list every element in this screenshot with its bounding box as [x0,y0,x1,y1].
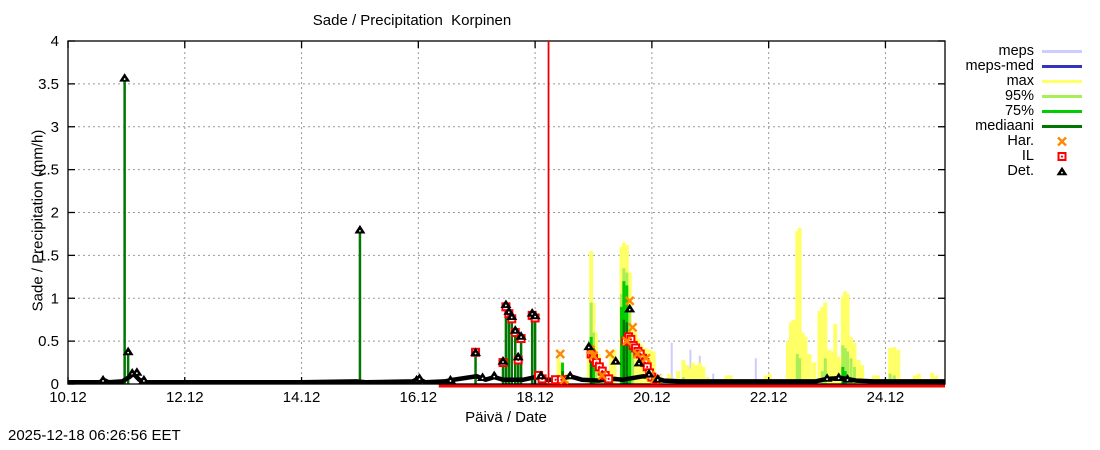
x-tick-label: 22.12 [750,389,788,406]
legend-swatch-line-icon [1034,44,1086,59]
y-tick-label: 0 [51,376,59,393]
y-tick-label: 4 [51,33,59,50]
x-tick-label: 20.12 [633,389,671,406]
x-tick-label: 16.12 [400,389,438,406]
x-tick-label: 12.12 [166,389,204,406]
legend-row-max: max [938,74,1094,89]
x-axis-label: Päivä / Date [465,409,547,426]
legend-row-har-: Har. [938,134,1094,149]
grid-lines [68,41,945,384]
legend-swatch-line-icon [1034,59,1086,74]
axes-border [67,40,946,385]
legend-label: IL [1021,148,1034,164]
legend-label: Har. [1007,133,1034,149]
x-tick-label: 24.12 [867,389,905,406]
y-tick-label: 2.5 [38,162,59,179]
markers-har [555,295,660,385]
series-mediaani [123,77,629,384]
legend-label: Det. [1007,163,1034,179]
legend-row-75-: 75% [938,104,1094,119]
legend-swatch-triangle-icon [1034,164,1086,179]
plot-timestamp: 2025-12-18 06:26:56 EET [8,427,181,444]
legend-row-il: IL [938,149,1094,164]
legend-row-meps-med: meps-med [938,59,1094,74]
tick-labels: 0 0.5 1 1.5 2 2.5 3 3.5 4 10.12 12.12 14.12 16.12 18.… [38,33,904,406]
legend-swatch-line-icon [1034,119,1086,134]
y-tick-label: 1 [51,290,59,307]
x-tick-label: 10.12 [49,389,87,406]
legend-label: meps-med [965,58,1035,74]
legend-label: mediaani [975,118,1034,134]
legend-swatch-square-icon [1034,149,1086,164]
legend-swatch-line-icon [1034,74,1086,89]
y-tick-label: 2 [51,205,59,222]
x-tick-label: 18.12 [516,389,554,406]
y-tick-label: 0.5 [38,333,59,350]
legend-label: meps [998,43,1034,59]
legend-row-det-: Det. [938,164,1094,179]
chart-legend: meps meps-med max 95% 75% mediaani Har. IL Det. [938,44,1094,179]
y-tick-label: 3.5 [38,76,59,93]
markers-det [97,73,853,384]
chart-title: Sade / Precipitation Korpinen [312,12,512,29]
legend-swatch-cross-icon [1034,134,1086,149]
legend-label: max [1006,73,1034,89]
legend-label: 75% [1004,103,1034,119]
y-axis-label: Sade / Precipitation (mm/h) [29,129,47,312]
legend-row-95-: 95% [938,89,1094,104]
legend-label: 95% [1004,88,1034,104]
legend-swatch-line-icon [1034,104,1086,119]
x-tick-label: 14.12 [283,389,321,406]
y-tick-label: 1.5 [38,247,59,264]
legend-swatch-line-icon [1034,89,1086,104]
legend-row-mediaani: mediaani [938,119,1094,134]
legend-row-meps: meps [938,44,1094,59]
y-tick-label: 3 [51,119,59,136]
